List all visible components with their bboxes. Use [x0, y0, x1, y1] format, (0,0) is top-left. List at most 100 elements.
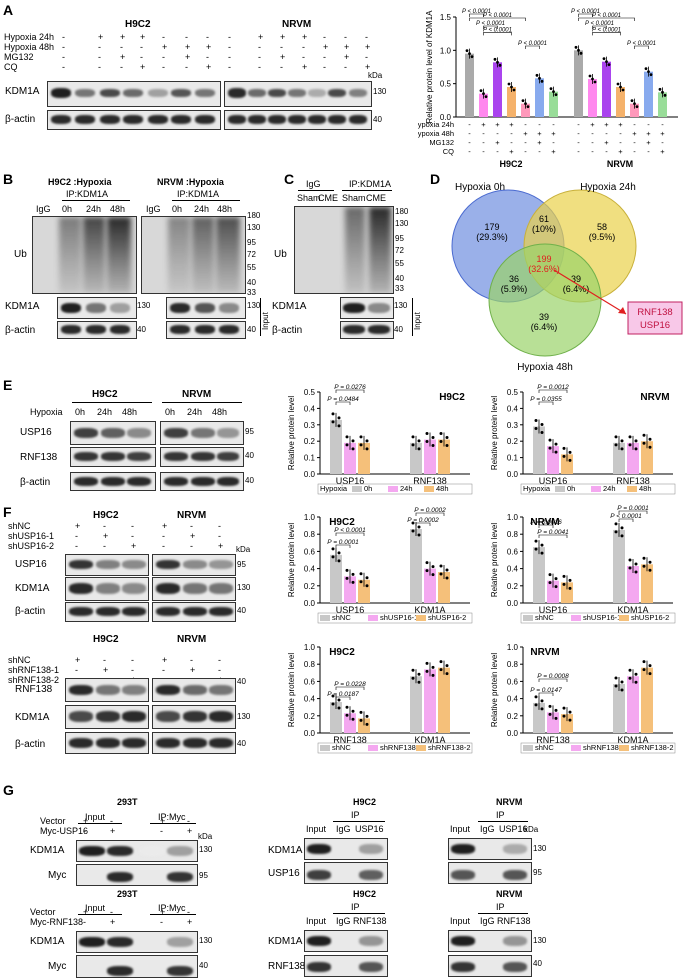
y-tick-label: 1.0 [507, 643, 519, 652]
data-point [524, 102, 527, 106]
g-lane-input-4: Input [450, 916, 471, 926]
f-kdm1a-bn-band [209, 711, 233, 722]
g-kdm1a-b-band [79, 937, 105, 947]
data-point [445, 444, 449, 448]
blot-g-r-kdm1a-nrvm [448, 838, 532, 860]
y-tick-label: 0.4 [507, 695, 519, 704]
sign-nrvm: - [258, 42, 261, 52]
ubiquitin-smear [192, 217, 214, 293]
arrow-head [618, 307, 626, 314]
y-tick-label: 0.2 [507, 582, 519, 591]
f-usp16-n-band [156, 560, 180, 569]
e-mw-95: 95 [245, 427, 254, 436]
e-hypoxia: Hypoxia [30, 407, 63, 417]
c-ip-line [342, 190, 392, 191]
blot-g-myc-rnf138 [76, 955, 198, 978]
f-mw-40-c: 40 [237, 739, 246, 748]
g-ip-h9c2-b: IP [351, 902, 360, 912]
g-lane-rnf138-4: RNF138 [497, 916, 531, 926]
data-point [359, 435, 363, 439]
c-mw-130: 130 [394, 301, 408, 310]
b-0h-1: 0h [62, 204, 73, 214]
venn-region-count: 58 [597, 222, 607, 232]
chart-sign: - [552, 120, 555, 129]
c-ip: IP:KDM1A [349, 179, 392, 189]
data-point [534, 426, 538, 430]
sign-h9c2: + [140, 32, 146, 42]
f-usp16-n-band [183, 560, 207, 569]
blot-f-actin-nrvm [152, 602, 236, 622]
sign-nrvm: - [228, 42, 231, 52]
f-sign-b: - [131, 665, 134, 675]
f-sign: - [103, 521, 106, 531]
bar [627, 566, 639, 603]
data-point [445, 568, 449, 572]
e-usp16-n-band [217, 428, 239, 438]
blot-f-rnf138-nrvm [152, 678, 236, 702]
data-point [620, 534, 624, 538]
g-ip-nrvm-b: IP [496, 902, 505, 912]
f-cond-label-b: shRNF138-1 [8, 665, 60, 675]
f-sign: + [75, 521, 81, 531]
g-r-kdm1a-band [307, 844, 331, 854]
ubiquitin-smear [216, 217, 240, 293]
chart-sign: + [632, 129, 637, 138]
data-point [425, 561, 429, 565]
y-axis-label: Relative protein level of KDM1A [425, 10, 434, 124]
bar [424, 439, 436, 474]
blot-f-kdm1a-h9c2-2 [65, 705, 149, 729]
b-kdm1a-label: KDM1A [5, 301, 40, 312]
legend-swatch [523, 615, 533, 621]
data-point [540, 430, 544, 434]
chart-sign: + [551, 147, 556, 156]
g-r-kdm1a-b-band [359, 936, 383, 946]
category-label: USP16 [539, 605, 568, 615]
data-point [498, 63, 502, 67]
f-sign-bn: - [162, 665, 165, 675]
data-point [365, 584, 369, 588]
chart-cond-label: Hypoxia 48h [418, 129, 454, 138]
data-point [642, 433, 646, 437]
y-tick-label: 0.3 [304, 421, 316, 430]
legend-label: shRNF138-1 [583, 743, 626, 752]
chart-sign: - [591, 147, 594, 156]
f-kdm1a-band [122, 583, 146, 594]
data-point [411, 435, 415, 439]
f-sign-b: - [131, 655, 134, 665]
data-point [628, 435, 632, 439]
data-point [620, 526, 624, 530]
sign-nrvm: + [280, 52, 286, 62]
sign-nrvm: + [323, 42, 329, 52]
data-point [614, 676, 618, 680]
blot-e-rnf138-h9c2 [70, 447, 156, 467]
chart-sign: - [510, 129, 513, 138]
c-mw-40: 40 [394, 325, 403, 334]
venn-region-pct: (29.3%) [476, 232, 508, 242]
mw-130: 130 [373, 87, 387, 96]
g-r-usp16-band [359, 870, 383, 880]
a-actin-band [195, 115, 215, 124]
data-point [470, 55, 474, 59]
g-lane-usp16-1: USP16 [355, 824, 384, 834]
chart-sign: - [538, 120, 541, 129]
y-tick-label: 0.5 [507, 388, 519, 397]
g-sign: - [110, 816, 113, 826]
data-point [482, 92, 485, 96]
chart-f-nrvm-rnf138: 0.0 0.2 0.4 0.6 0.8 1.0 Relative protein level… [490, 643, 676, 754]
sign-h9c2: - [120, 42, 123, 52]
data-point [614, 435, 618, 439]
g-ip-h9c2: IP [351, 810, 360, 820]
p-value: P = 0.0484 [327, 396, 359, 403]
y-tick-label: 0.3 [507, 421, 519, 430]
data-point [331, 694, 335, 698]
data-point [562, 714, 566, 718]
venn-label-24h: Hypoxia 24h [580, 182, 636, 193]
g-ip-line-bot [150, 914, 196, 915]
legend-label: shUSP16-1 [583, 613, 621, 622]
e-24h-2: 24h [187, 407, 203, 417]
bar [438, 667, 450, 733]
f-top-nrvm: NRVM [177, 510, 207, 521]
legend-swatch [571, 745, 581, 751]
e-rnf138-band [101, 452, 125, 461]
data-point [620, 688, 624, 692]
